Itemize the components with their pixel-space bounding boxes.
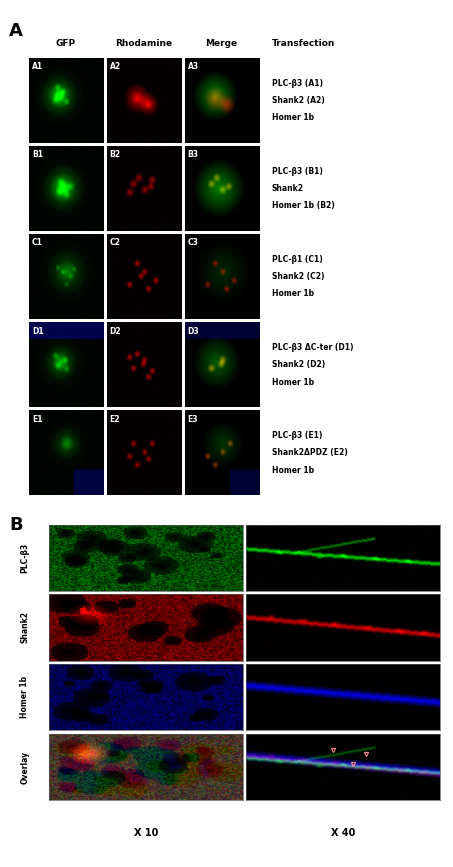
Text: Homer 1b: Homer 1b [272,114,314,122]
Text: GFP: GFP [56,39,76,48]
Text: Shank2 (A2): Shank2 (A2) [272,96,324,105]
Text: Homer 1b: Homer 1b [20,676,29,719]
Text: PLC-β3: PLC-β3 [20,543,29,573]
Text: Merge: Merge [206,39,238,48]
Text: PLC-β3 ΔC-ter (D1): PLC-β3 ΔC-ter (D1) [272,342,353,352]
Text: Homer 1b: Homer 1b [272,377,314,387]
Text: A2: A2 [110,62,121,71]
Text: Shank2: Shank2 [20,611,29,643]
Text: B: B [9,516,23,534]
Text: Homer 1b: Homer 1b [272,466,314,474]
Text: Overlay: Overlay [20,751,29,784]
Text: B2: B2 [110,150,120,160]
Text: A3: A3 [188,62,198,71]
Text: C1: C1 [32,238,43,247]
Text: PLC-β3 (E1): PLC-β3 (E1) [272,431,322,440]
Text: D3: D3 [188,327,199,336]
Text: Shank2: Shank2 [272,184,304,193]
Text: E2: E2 [110,414,120,424]
Text: Homer 1b (B2): Homer 1b (B2) [272,201,335,211]
Text: E1: E1 [32,414,43,424]
Text: D2: D2 [110,327,121,336]
Text: B3: B3 [188,150,198,160]
Text: Transfection: Transfection [272,39,335,48]
Text: D1: D1 [32,327,43,336]
Text: Shank2 (D2): Shank2 (D2) [272,360,325,369]
Text: PLC-β1 (C1): PLC-β1 (C1) [272,255,323,264]
Text: PLC-β3 (A1): PLC-β3 (A1) [272,79,323,88]
Text: PLC-β3 (B1): PLC-β3 (B1) [272,166,323,176]
Text: Rhodamine: Rhodamine [115,39,173,48]
Text: X 40: X 40 [331,828,355,838]
Text: X 10: X 10 [134,828,158,838]
Text: C2: C2 [110,238,120,247]
Text: Homer 1b: Homer 1b [272,290,314,298]
Text: B1: B1 [32,150,43,160]
Text: Shank2 (C2): Shank2 (C2) [272,272,324,281]
Text: C3: C3 [188,238,198,247]
Text: Shank2ΔPDZ (E2): Shank2ΔPDZ (E2) [272,448,347,457]
Text: A1: A1 [32,62,43,71]
Text: A: A [9,22,23,40]
Text: E3: E3 [188,414,198,424]
